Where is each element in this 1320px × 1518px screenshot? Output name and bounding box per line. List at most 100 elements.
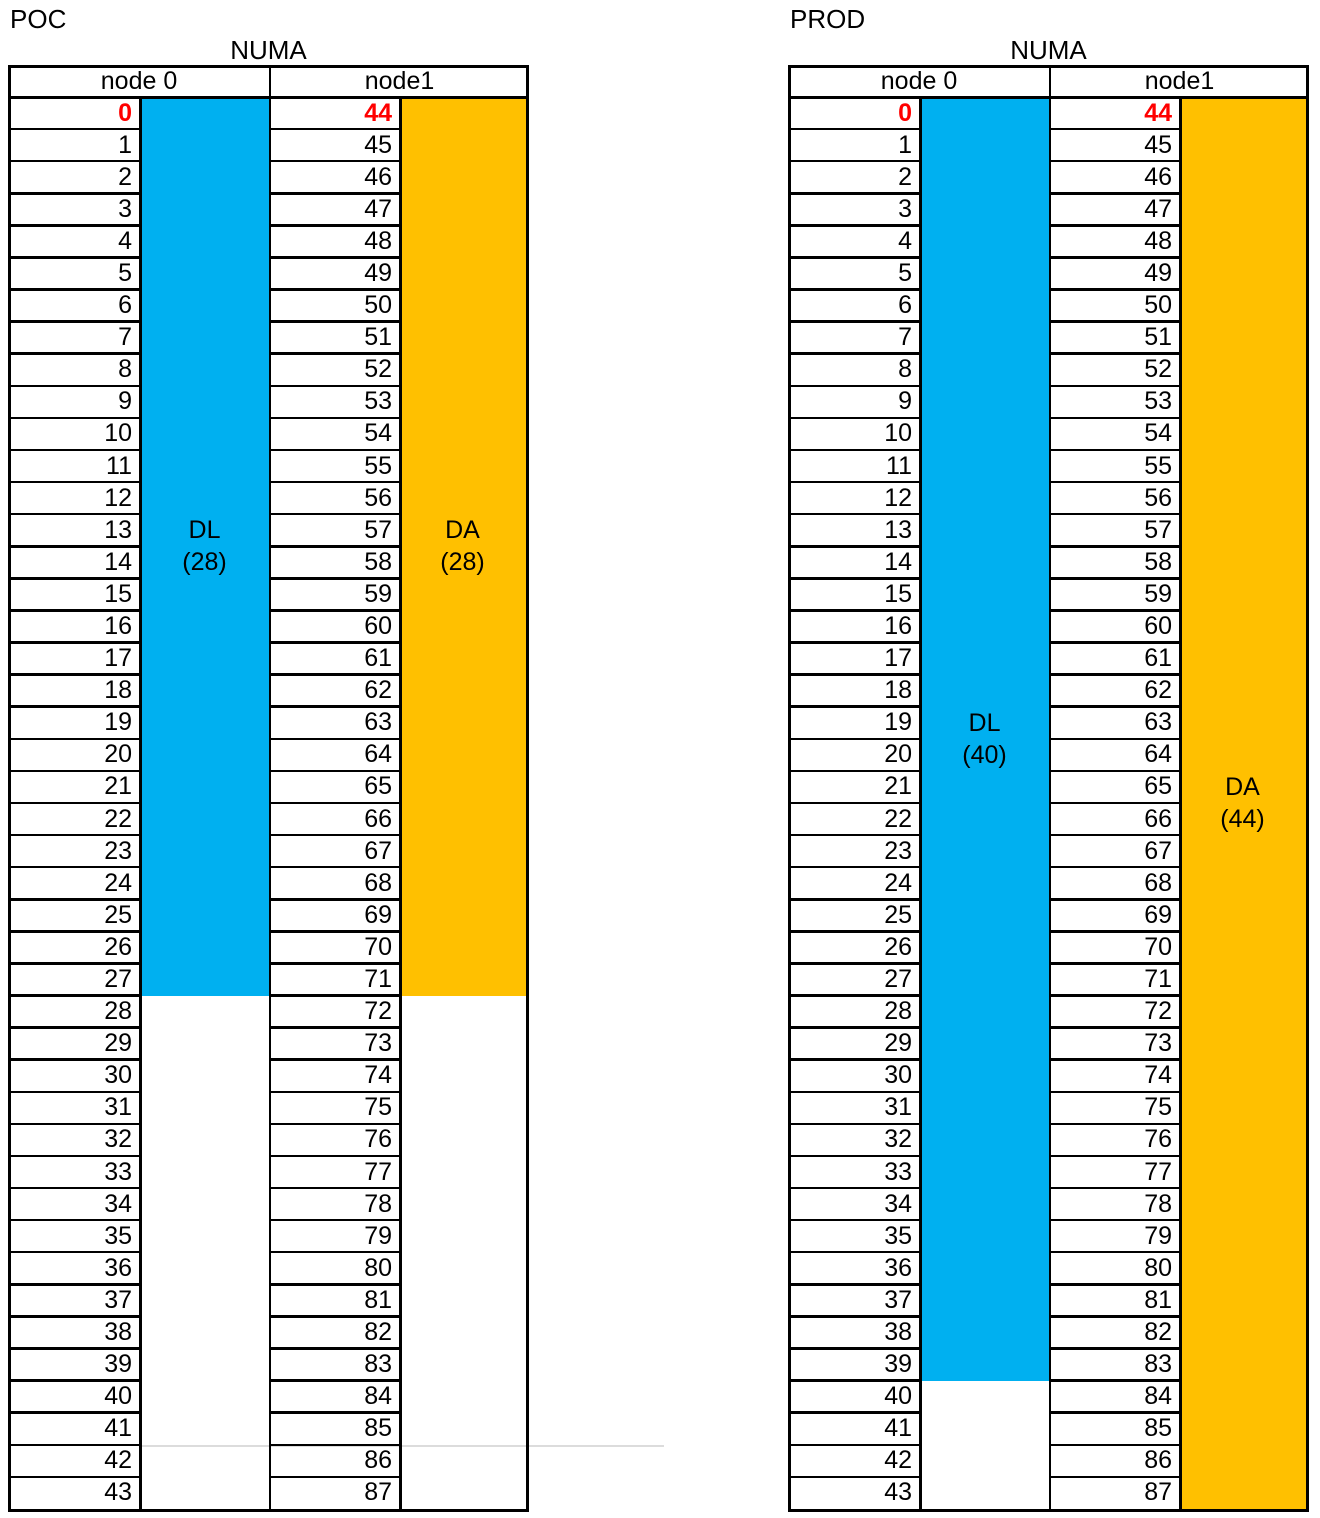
grid-line [1048, 1026, 1182, 1029]
cpu-cell: 86 [1144, 1446, 1172, 1475]
grid-line [8, 1475, 142, 1479]
cpu-cell: 60 [1144, 611, 1172, 640]
cpu-cell: 59 [364, 579, 392, 608]
grid-line [788, 1186, 922, 1190]
grid-line [1048, 352, 1182, 355]
cpu-cell: 5 [898, 258, 912, 287]
grid-line [8, 65, 529, 68]
cpu-cell: 40 [884, 1382, 912, 1411]
grid-line [268, 930, 402, 933]
cpu-cell: 62 [364, 676, 392, 705]
cpu-cell: 13 [104, 515, 132, 544]
grid-line [1048, 609, 1182, 612]
cpu-cell: 17 [104, 644, 132, 673]
cpu-cell: 44 [1144, 98, 1172, 127]
grid-line [8, 609, 142, 612]
grid-line [1048, 1090, 1182, 1094]
cpu-cell: 80 [364, 1253, 392, 1282]
cpu-cell: 46 [1144, 162, 1172, 191]
cpu-cell: 26 [104, 932, 132, 961]
grid-line [268, 1218, 402, 1222]
cpu-cell: 34 [884, 1189, 912, 1218]
grid-line [788, 1122, 922, 1126]
grid-line [788, 65, 1309, 68]
grid-line [8, 1026, 142, 1029]
cpu-cell: 73 [1144, 1029, 1172, 1058]
grid-line [788, 1026, 922, 1029]
grid-line [8, 96, 529, 99]
grid-line [8, 833, 142, 837]
cpu-cell: 58 [1144, 547, 1172, 576]
grid-line [1048, 1475, 1182, 1479]
cpu-cell: 63 [1144, 708, 1172, 737]
cpu-cell: 49 [364, 258, 392, 287]
grid-line [788, 65, 791, 1512]
dl-band-label: DL (40) [919, 707, 1050, 771]
cpu-cell: 18 [104, 676, 132, 705]
column-header-node1: node1 [1144, 66, 1215, 95]
grid-line [788, 1058, 922, 1061]
grid-line [1048, 769, 1182, 773]
cpu-cell: 57 [364, 515, 392, 544]
cpu-cell: 47 [1144, 194, 1172, 223]
cpu-cell: 79 [364, 1221, 392, 1250]
cpu-cell: 23 [884, 836, 912, 865]
table-title-prod: PROD [790, 4, 866, 34]
band-name-label: DL [188, 516, 221, 545]
grid-line [788, 384, 922, 388]
cpu-cell: 44 [364, 98, 392, 127]
cpu-cell: 37 [884, 1285, 912, 1314]
grid-line [8, 1283, 142, 1286]
grid-line [268, 512, 402, 516]
cpu-cell: 7 [118, 323, 132, 352]
grid-line [788, 898, 922, 901]
grid-line [8, 962, 142, 965]
cpu-cell: 85 [1144, 1414, 1172, 1443]
cpu-cell: 74 [364, 1061, 392, 1090]
dl-band-label: DL (28) [139, 514, 270, 578]
grid-line [8, 159, 142, 163]
cpu-cell: 36 [104, 1253, 132, 1282]
cpu-cell: 34 [104, 1189, 132, 1218]
cpu-cell: 83 [364, 1350, 392, 1379]
cpu-cell: 69 [1144, 900, 1172, 929]
grid-line [1048, 1283, 1182, 1286]
cpu-cell: 83 [1144, 1350, 1172, 1379]
cpu-cell: 50 [1144, 291, 1172, 320]
cpu-cell: 62 [1144, 676, 1172, 705]
cpu-cell: 56 [364, 483, 392, 512]
grid-line [268, 673, 402, 676]
grid-line [268, 737, 402, 741]
grid-line [268, 1058, 402, 1061]
page-break-line [139, 1445, 664, 1447]
grid-line [1048, 159, 1182, 163]
cpu-cell: 80 [1144, 1253, 1172, 1282]
band-name-label: DA [445, 516, 480, 545]
grid-line [8, 1058, 142, 1061]
cpu-cell: 37 [104, 1285, 132, 1314]
grid-line [8, 1218, 142, 1222]
grid-line [8, 898, 142, 901]
grid-line [1048, 641, 1182, 644]
cpu-cell: 6 [118, 291, 132, 320]
cpu-cell: 48 [364, 226, 392, 255]
cpu-cell: 68 [1144, 868, 1172, 897]
cpu-cell: 56 [1144, 483, 1172, 512]
grid-line [788, 288, 922, 291]
grid-line [268, 545, 402, 548]
cpu-cell: 84 [364, 1382, 392, 1411]
grid-line [8, 352, 142, 355]
cpu-cell: 39 [104, 1350, 132, 1379]
grid-line [268, 1443, 402, 1447]
grid-line [8, 1186, 142, 1190]
grid-line [1048, 577, 1182, 580]
cpu-cell: 70 [1144, 932, 1172, 961]
cpu-cell: 11 [106, 451, 132, 480]
column-header-node1: node1 [364, 66, 435, 95]
grid-line [788, 737, 922, 741]
cpu-cell: 61 [364, 644, 392, 673]
grid-line [268, 1090, 402, 1094]
cpu-cell: 49 [1144, 258, 1172, 287]
grid-line [8, 512, 142, 516]
grid-line [1048, 1411, 1182, 1414]
